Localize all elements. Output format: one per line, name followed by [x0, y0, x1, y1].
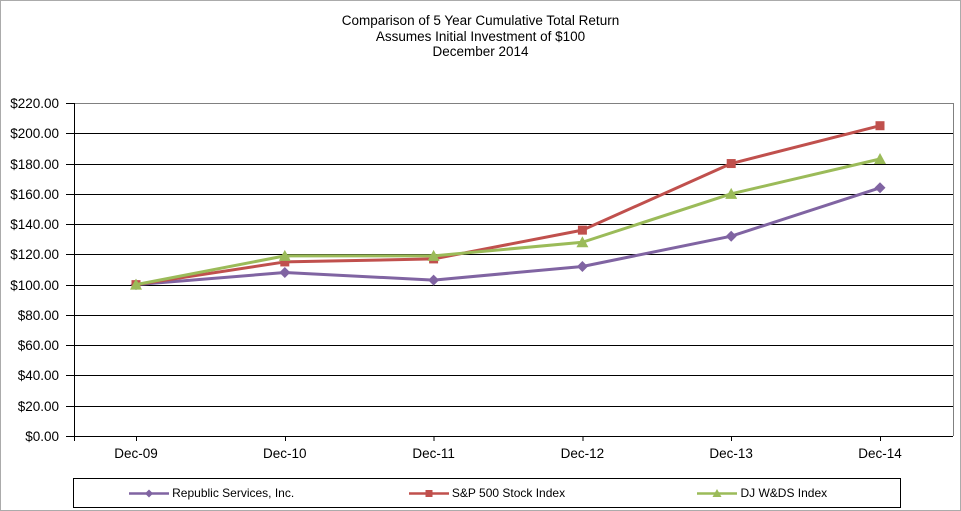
x-axis-label: Dec-13 — [709, 446, 753, 461]
y-axis-label: $180.00 — [10, 157, 59, 172]
triangle-marker — [576, 236, 589, 248]
legend-entry-djwds: DJ W&DS Index — [625, 486, 900, 500]
y-axis-label: $120.00 — [10, 247, 59, 262]
series-line — [135, 157, 881, 287]
square-marker — [726, 159, 736, 169]
y-axis-label: $40.00 — [18, 368, 59, 383]
y-axis-label: $160.00 — [10, 187, 59, 202]
x-axis-label: Dec-12 — [561, 446, 605, 461]
legend-entry-republic-services: Republic Services, Inc. — [74, 486, 349, 500]
triangle-marker — [874, 153, 886, 165]
legend-marker-square-icon — [408, 489, 449, 497]
diamond-marker — [576, 260, 588, 272]
legend-marker-diamond-icon — [129, 489, 170, 497]
y-axis-label: $100.00 — [10, 278, 59, 293]
square-marker — [425, 489, 433, 497]
triangle-marker — [725, 187, 738, 199]
series-line — [135, 186, 881, 287]
x-axis-label: Dec-14 — [858, 446, 902, 461]
legend-label: DJ W&DS Index — [740, 486, 828, 500]
y-axis-label: $20.00 — [18, 399, 59, 414]
legend-label: Republic Services, Inc. — [172, 486, 295, 500]
triangle-marker — [712, 488, 722, 497]
square-marker — [577, 225, 587, 235]
diamond-marker — [279, 267, 291, 279]
chart-title: Comparison of 5 Year Cumulative Total Re… — [1, 13, 960, 60]
y-axis-label: $80.00 — [18, 308, 59, 323]
diamond-marker — [725, 230, 737, 242]
legend-label: S&P 500 Stock Index — [451, 486, 566, 500]
x-axis-label: Dec-10 — [263, 446, 307, 461]
diamond-marker — [874, 182, 886, 194]
square-marker — [875, 121, 885, 131]
triangle-marker — [427, 249, 440, 261]
chart-title-line-1: Comparison of 5 Year Cumulative Total Re… — [341, 13, 620, 28]
x-axis-label: Dec-09 — [114, 446, 158, 461]
legend-marker-triangle-icon — [697, 488, 738, 497]
y-axis-label: $0.00 — [25, 429, 59, 444]
chart-title-line-3: December 2014 — [432, 44, 529, 59]
x-axis-label: Dec-11 — [412, 446, 455, 461]
y-axis-label: $220.00 — [10, 96, 59, 111]
legend-entry-sp500: S&P 500 Stock Index — [349, 486, 624, 500]
triangle-marker — [130, 278, 142, 290]
legend: Republic Services, Inc. S&P 500 Stock In… — [73, 478, 901, 508]
chart-title-line-2: Assumes Initial Investment of $100 — [375, 28, 586, 44]
square-marker — [280, 257, 290, 267]
triangle-marker — [278, 249, 291, 261]
y-axis-label: $200.00 — [10, 126, 59, 141]
y-axis-label: $60.00 — [18, 338, 59, 353]
diamond-marker — [428, 274, 440, 286]
series-line — [135, 124, 881, 287]
diamond-marker — [145, 489, 154, 497]
y-axis-label: $140.00 — [10, 217, 59, 232]
